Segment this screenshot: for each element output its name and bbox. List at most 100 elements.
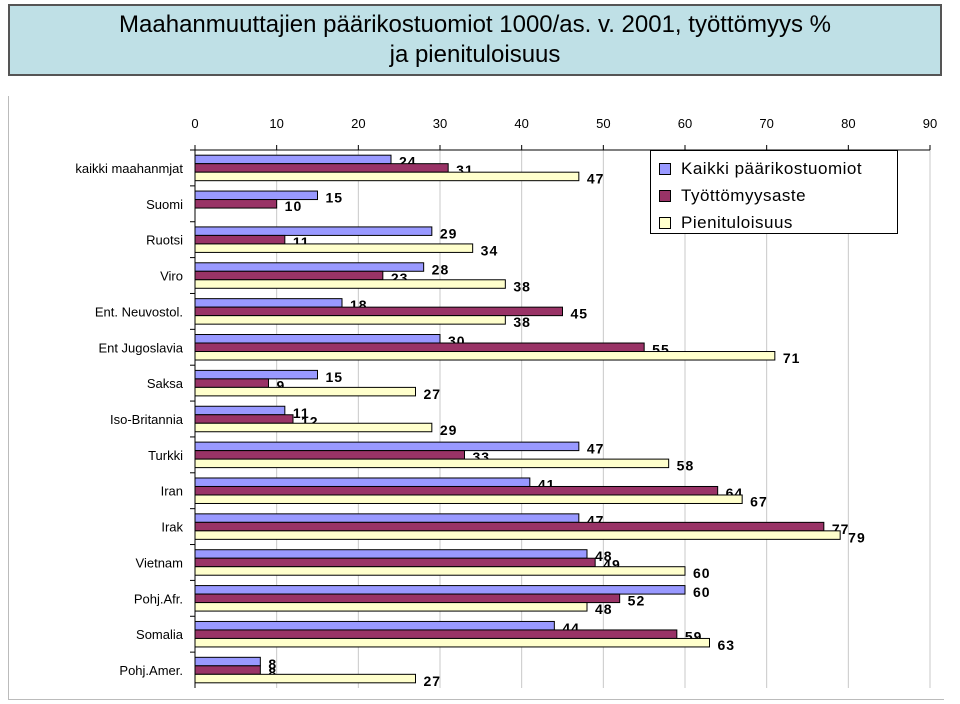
category-label: Pohj.Afr. [134, 591, 183, 606]
bar [194, 566, 686, 576]
category-label: Somalia [136, 627, 184, 642]
data-label: 27 [424, 386, 442, 402]
bar [194, 602, 588, 612]
bar [194, 306, 563, 317]
data-label: 71 [783, 350, 801, 366]
data-label: 29 [440, 422, 458, 438]
x-tick-label: 70 [759, 116, 773, 131]
bar [194, 450, 465, 460]
legend-label-pienituloisuus: Pienituloisuus [681, 212, 793, 232]
chart-title: Maahanmuuttajien päärikostuomiot 1000/as… [119, 11, 831, 68]
bar [194, 673, 416, 684]
category-label: Turkki [148, 448, 183, 463]
data-label: 60 [693, 584, 711, 600]
bar [194, 298, 343, 308]
category-label: Irak [161, 520, 183, 535]
category-label: kaikki maahanmjat [75, 161, 183, 176]
bar [194, 665, 261, 675]
legend-label-rikos: Kaikki päärikostuomiot [681, 158, 863, 178]
data-label: 52 [628, 593, 646, 609]
bar [194, 243, 474, 253]
bar [194, 620, 555, 631]
data-label: 67 [750, 493, 768, 509]
bar [194, 585, 686, 595]
legend-swatch-tyottomyys [659, 189, 671, 202]
data-label: 58 [677, 458, 695, 474]
bar [194, 163, 449, 173]
category-label: Iso-Britannia [110, 412, 184, 427]
bar [194, 342, 645, 353]
data-label: 34 [481, 242, 499, 258]
bar [194, 441, 580, 452]
category-label: Saksa [147, 376, 184, 391]
data-label: 8 [268, 656, 277, 672]
bar [194, 458, 670, 469]
category-label: Iran [161, 484, 183, 499]
bar [194, 637, 710, 648]
category-label: Pohj.Amer. [119, 663, 183, 678]
bar [194, 171, 580, 182]
bar [194, 315, 506, 325]
data-label: 45 [571, 306, 589, 322]
data-label: 15 [326, 369, 344, 385]
bar [194, 226, 433, 236]
bar [194, 477, 531, 487]
category-label: Ent. Neuvostol. [95, 304, 183, 319]
bar [194, 629, 678, 639]
data-label: 9 [277, 377, 286, 393]
bar [194, 593, 621, 604]
x-tick-label: 80 [841, 116, 855, 131]
legend-item-pienituloisuus: Pienituloisuus [659, 209, 897, 236]
bar [194, 351, 776, 361]
legend-label-tyottomyys: Työttömyysaste [681, 185, 807, 205]
bar [194, 378, 269, 388]
bar [194, 270, 384, 281]
data-label: 38 [513, 278, 531, 294]
chart-title-box: Maahanmuuttajien päärikostuomiot 1000/as… [8, 4, 942, 76]
data-label: 47 [587, 441, 605, 457]
category-label: Ruotsi [146, 233, 183, 248]
bar [194, 154, 392, 165]
bar [194, 279, 506, 289]
bar [194, 513, 580, 523]
data-label: 27 [424, 673, 442, 689]
bar [194, 369, 318, 380]
bar [194, 422, 433, 433]
x-tick-label: 40 [514, 116, 528, 131]
bar [194, 549, 588, 559]
bar [194, 656, 261, 667]
legend: Kaikki päärikostuomiot Työttömyysaste Pi… [650, 150, 898, 234]
data-label: 15 [326, 190, 344, 206]
data-label: 11 [293, 405, 310, 421]
data-label: 28 [432, 261, 450, 277]
legend-swatch-rikos [659, 162, 671, 175]
bar [194, 386, 416, 397]
bar [194, 405, 286, 416]
bar [194, 262, 425, 272]
bar [194, 414, 294, 424]
data-label: 29 [440, 225, 458, 241]
bar [194, 557, 596, 568]
legend-swatch-pienituloisuus [659, 216, 671, 229]
data-label: 38 [513, 314, 531, 330]
data-label: 47 [587, 171, 605, 187]
category-label: Viro [160, 269, 183, 284]
x-tick-label: 90 [923, 116, 937, 131]
bar [194, 530, 841, 540]
category-label: Ent Jugoslavia [98, 340, 183, 355]
x-tick-label: 60 [678, 116, 692, 131]
legend-item-rikos: Kaikki päärikostuomiot [659, 155, 897, 182]
data-label: 79 [848, 529, 866, 545]
data-label: 60 [693, 565, 711, 581]
bar [194, 199, 278, 209]
x-tick-label: 0 [191, 116, 198, 131]
data-label: 48 [595, 548, 613, 564]
bar [194, 334, 441, 344]
bar [194, 485, 719, 496]
bar [194, 234, 286, 245]
data-label: 8 [268, 664, 277, 680]
x-tick-label: 50 [596, 116, 610, 131]
x-tick-label: 30 [433, 116, 447, 131]
category-label: Suomi [146, 197, 183, 212]
